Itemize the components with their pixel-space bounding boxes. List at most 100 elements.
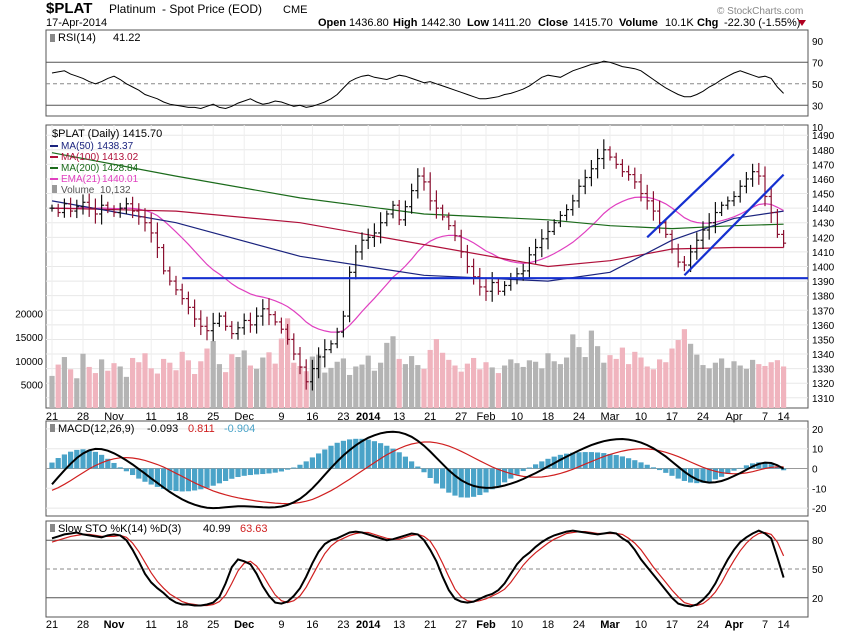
sto-x-tick-label: 21 [424, 619, 436, 631]
volume-bar [663, 362, 669, 408]
quote-high-label: High [393, 17, 418, 29]
macd-histogram-bar [235, 468, 241, 478]
macd-histogram-bar [526, 467, 532, 469]
volume-bar [644, 366, 650, 408]
volume-bar [260, 357, 266, 408]
quote-volume-label: Volume [619, 17, 658, 29]
volume-bar [272, 363, 278, 408]
volume-bar [223, 372, 229, 408]
sto-x-tick-label: 10 [511, 619, 523, 631]
volume-bar [545, 353, 551, 408]
volume-bar [719, 358, 725, 408]
volume-bar [502, 365, 508, 408]
macd-histogram-bar [588, 452, 594, 469]
volume-bar [464, 363, 470, 408]
rsi-tick-label: 10 [812, 123, 824, 134]
symbol: $PLAT [46, 0, 92, 17]
price-x-tick-label: Apr [725, 411, 742, 423]
price-x-tick-label: 14 [777, 411, 789, 423]
volume-bar [86, 366, 92, 408]
macd-histogram-bar [111, 462, 117, 469]
price-x-tick-label: 18 [542, 411, 554, 423]
macd-histogram-bar [415, 466, 421, 469]
sto-x-tick-label: 7 [762, 619, 768, 631]
macd-histogram-bar [173, 468, 179, 492]
volume-bar [607, 355, 613, 408]
macd-histogram-bar [105, 458, 111, 469]
price-x-tick-label: 25 [207, 411, 219, 423]
macd-histogram-bar [595, 452, 601, 469]
price-tick-label: 1400 [812, 263, 835, 274]
sto-x-tick-label: 18 [176, 619, 188, 631]
macd-tick-label: -20 [812, 504, 827, 515]
volume-bar [49, 375, 55, 408]
price-tick-label: 1350 [812, 335, 835, 346]
ma50-line [51, 200, 784, 282]
price-tick-label: 1360 [812, 321, 835, 332]
macd-histogram-bar [681, 468, 687, 481]
volume-bar [613, 358, 619, 408]
macd-histogram-bar [452, 468, 458, 496]
rsi-layer [51, 60, 784, 110]
volume-bar [179, 351, 185, 408]
sto-x-tick-label: Dec [234, 619, 254, 631]
volume-bar [328, 367, 334, 408]
volume-bar [92, 373, 98, 408]
macd-histogram-bar [570, 452, 576, 469]
quote-change-label: Chg [697, 17, 718, 29]
price-tick-label: 1330 [812, 365, 835, 376]
macd-histogram-bar [309, 457, 315, 469]
volume-bar [353, 366, 359, 408]
sto-x-tick-label: 9 [278, 619, 284, 631]
macd-histogram-bar [433, 468, 439, 484]
macd-histogram-bar [768, 464, 774, 469]
macd-histogram-bar [136, 468, 142, 479]
sto-x-tick-label: 28 [77, 619, 89, 631]
volume-bar [359, 364, 365, 408]
volume-bar [99, 359, 105, 408]
price-x-tick-label: 28 [77, 411, 89, 423]
volume-bar [55, 364, 61, 408]
volume-bar [700, 365, 706, 408]
macd-label: MACD(12,26,9) [58, 423, 134, 435]
volume-bar [371, 370, 377, 408]
volume-bar [619, 347, 625, 408]
sto-label: Slow STO %K(14) %D(3) [58, 523, 181, 535]
macd-histogram-bar [365, 439, 371, 469]
macd-histogram-bar [303, 461, 309, 469]
legend-ema21-value: 1440.01 [102, 174, 139, 185]
volume-bar [192, 374, 198, 408]
macd-histogram-bar [781, 468, 787, 471]
macd-histogram-bar [328, 445, 334, 469]
legend-ma100-label: MA(100) [61, 152, 99, 163]
macd-histogram-bar [68, 451, 74, 469]
macd-histogram-bar [613, 455, 619, 469]
volume-bar [322, 372, 328, 408]
price-tick-label: 1340 [812, 350, 835, 361]
macd-histogram-bar [99, 454, 105, 469]
volume-bar [384, 342, 390, 408]
volume-bar [415, 365, 421, 408]
price-x-tick-label: 16 [306, 411, 318, 423]
volume-bar [582, 357, 588, 408]
macd-histogram-bar [117, 467, 123, 469]
macd-histogram-bar [278, 468, 284, 472]
macd-histogram-bar [737, 467, 743, 469]
price-tick-label: 1450 [812, 190, 835, 201]
volume-bar [130, 357, 136, 408]
rsi-tick-label: 90 [812, 37, 824, 48]
channel-lower-trendline [683, 173, 785, 277]
volume-bar [557, 364, 563, 408]
volume-bar [712, 362, 718, 408]
price-tick-label: 1440 [812, 204, 835, 215]
price-x-tick-label: 24 [697, 411, 709, 423]
volume-bar [402, 364, 408, 408]
macd-title-icon [50, 424, 55, 432]
macd-value-3: -0.904 [224, 423, 255, 435]
volume-bar [681, 329, 687, 408]
macd-signal-line [51, 441, 784, 505]
volume-bar [675, 340, 681, 408]
macd-histogram-bar [334, 442, 340, 469]
price-tick-label: 1390 [812, 277, 835, 288]
macd-histogram-bar [446, 468, 452, 493]
